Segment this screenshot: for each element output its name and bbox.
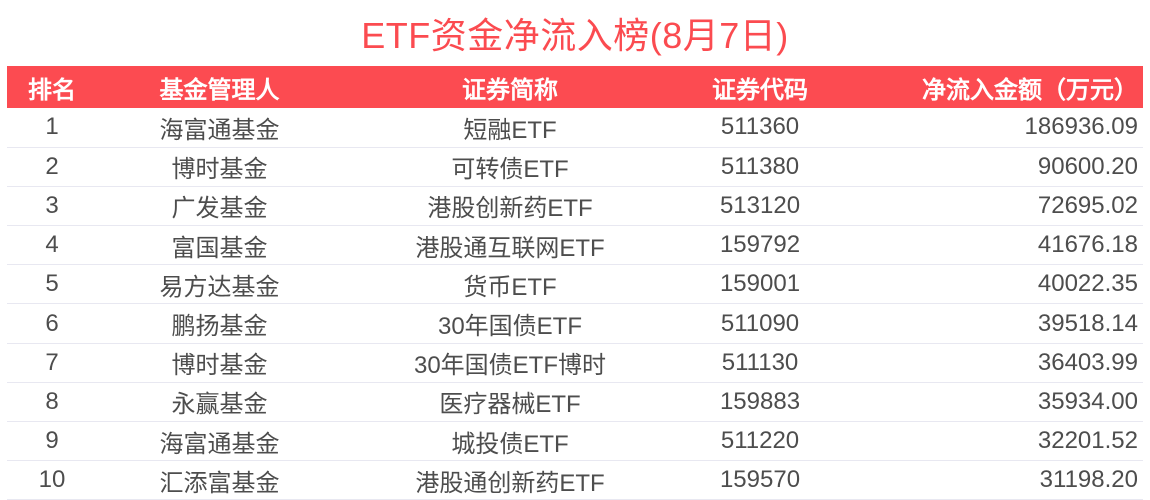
code-cell: 513120: [678, 186, 842, 227]
name-cell: 短融ETF: [342, 108, 678, 148]
amount-cell: 41676.18: [842, 225, 1143, 266]
column-header-manager: 基金管理人: [97, 66, 342, 108]
page-title: ETF资金净流入榜(8月7日): [361, 15, 789, 56]
amount-cell: 90600.20: [842, 147, 1143, 187]
manager-cell: 永赢基金: [97, 382, 342, 423]
manager-cell: 易方达基金: [97, 264, 342, 305]
name-cell: 港股通互联网ETF: [342, 225, 678, 266]
code-cell: 511090: [678, 303, 842, 344]
name-cell: 30年国债ETF: [342, 303, 678, 344]
name-cell: 城投债ETF: [342, 421, 678, 462]
code-cell: 159883: [678, 382, 842, 423]
rank-cell: 9: [7, 421, 97, 462]
rank-cell: 7: [7, 343, 97, 383]
manager-cell: 博时基金: [97, 147, 342, 187]
table-row: 3 广发基金 港股创新药ETF 513120 72695.02: [7, 186, 1143, 227]
manager-cell: 海富通基金: [97, 421, 342, 462]
rank-cell: 4: [7, 225, 97, 266]
table-row: 8 永赢基金 医疗器械ETF 159883 35934.00: [7, 382, 1143, 423]
name-cell: 医疗器械ETF: [342, 382, 678, 423]
table-row: 4 富国基金 港股通互联网ETF 159792 41676.18: [7, 225, 1143, 266]
header-row: 排名 基金管理人 证券简称 证券代码 净流入金额（万元）: [7, 66, 1143, 108]
amount-cell: 186936.09: [842, 108, 1143, 148]
column-header-amount: 净流入金额（万元）: [842, 66, 1143, 108]
amount-cell: 35934.00: [842, 382, 1143, 423]
name-cell: 港股创新药ETF: [342, 186, 678, 227]
title-bar: ETF资金净流入榜(8月7日): [0, 0, 1150, 66]
manager-cell: 广发基金: [97, 186, 342, 227]
amount-cell: 72695.02: [842, 186, 1143, 227]
name-cell: 货币ETF: [342, 264, 678, 305]
manager-cell: 博时基金: [97, 343, 342, 383]
rank-cell: 6: [7, 303, 97, 344]
name-cell: 可转债ETF: [342, 147, 678, 187]
column-header-name: 证券简称: [342, 66, 678, 108]
etf-inflow-table: 排名 基金管理人 证券简称 证券代码 净流入金额（万元） 1 海富通基金 短融E…: [7, 66, 1143, 500]
rank-cell: 3: [7, 186, 97, 227]
table-row: 6 鹏扬基金 30年国债ETF 511090 39518.14: [7, 303, 1143, 344]
amount-cell: 31198.20: [842, 460, 1143, 500]
rank-cell: 5: [7, 264, 97, 305]
amount-cell: 36403.99: [842, 343, 1143, 383]
name-cell: 港股通创新药ETF: [342, 460, 678, 500]
table-row: 2 博时基金 可转债ETF 511380 90600.20: [7, 147, 1143, 187]
rank-cell: 2: [7, 147, 97, 187]
code-cell: 159570: [678, 460, 842, 500]
rank-cell: 10: [7, 460, 97, 500]
table-row: 10 汇添富基金 港股通创新药ETF 159570 31198.20: [7, 460, 1143, 500]
manager-cell: 鹏扬基金: [97, 303, 342, 344]
manager-cell: 海富通基金: [97, 108, 342, 148]
rank-cell: 1: [7, 108, 97, 148]
amount-cell: 40022.35: [842, 264, 1143, 305]
table-row: 5 易方达基金 货币ETF 159001 40022.35: [7, 264, 1143, 305]
table-body: 1 海富通基金 短融ETF 511360 186936.09 2 博时基金 可转…: [7, 108, 1143, 500]
column-header-rank: 排名: [7, 66, 97, 108]
code-cell: 511130: [678, 343, 842, 383]
code-cell: 511220: [678, 421, 842, 462]
column-header-code: 证券代码: [678, 66, 842, 108]
table-row: 7 博时基金 30年国债ETF博时 511130 36403.99: [7, 343, 1143, 383]
rank-cell: 8: [7, 382, 97, 423]
table-row: 9 海富通基金 城投债ETF 511220 32201.52: [7, 421, 1143, 462]
table-header: 排名 基金管理人 证券简称 证券代码 净流入金额（万元）: [7, 66, 1143, 108]
manager-cell: 富国基金: [97, 225, 342, 266]
code-cell: 159792: [678, 225, 842, 266]
manager-cell: 汇添富基金: [97, 460, 342, 500]
code-cell: 511380: [678, 147, 842, 187]
amount-cell: 32201.52: [842, 421, 1143, 462]
code-cell: 159001: [678, 264, 842, 305]
code-cell: 511360: [678, 108, 842, 148]
table-row: 1 海富通基金 短融ETF 511360 186936.09: [7, 108, 1143, 148]
name-cell: 30年国债ETF博时: [342, 343, 678, 383]
amount-cell: 39518.14: [842, 303, 1143, 344]
